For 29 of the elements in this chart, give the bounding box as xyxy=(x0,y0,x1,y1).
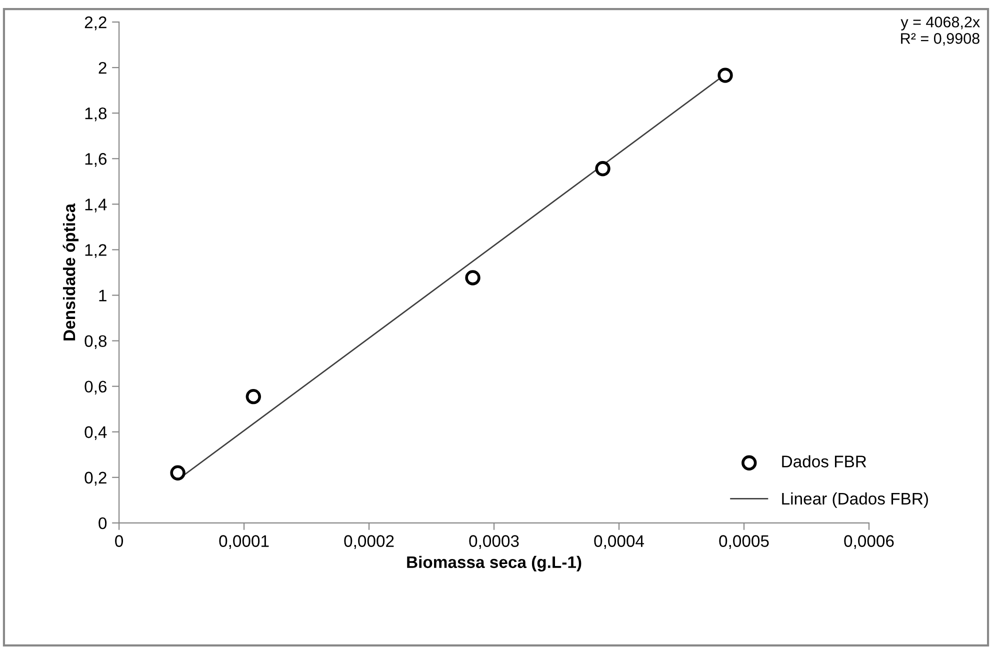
x-tick-label: 0,0002 xyxy=(344,535,394,549)
x-tick-label: 0,0006 xyxy=(844,535,894,549)
legend-label: Linear (Dados FBR) xyxy=(782,492,928,508)
point xyxy=(718,68,733,83)
y-tick-label: 2 xyxy=(98,62,106,74)
y-tick-label: 0,8 xyxy=(84,335,107,349)
legend-label: Dados FBR xyxy=(782,455,866,468)
y-tick-label: 0 xyxy=(98,517,107,530)
text: y = 4068,2x R² = 0,9908 xyxy=(900,16,980,46)
x-tick-label: 0,0003 xyxy=(469,535,519,549)
y-tick-label: 1,4 xyxy=(85,198,107,212)
y-tick-label: 0,6 xyxy=(84,380,107,394)
y-tick-label: 2,2 xyxy=(84,16,106,30)
y-tick-label: 1,8 xyxy=(85,108,107,122)
x-tick-label: 0,0004 xyxy=(594,535,644,549)
y-tick-label: 0,4 xyxy=(84,426,107,440)
point xyxy=(246,388,262,404)
y-axis-title: Densidade óptica xyxy=(62,203,79,340)
point xyxy=(170,465,186,480)
point xyxy=(595,161,610,176)
y-tick-label: 1,2 xyxy=(85,244,106,258)
y-tick-label: 0,2 xyxy=(84,472,106,486)
point xyxy=(465,270,480,286)
x-axis-title: Biomassa seca (g.L-1) xyxy=(407,556,582,572)
x-tick-label: 0,0001 xyxy=(219,535,269,549)
x-tick-label: 0,0005 xyxy=(719,535,769,549)
x-tick-label: 0 xyxy=(115,535,124,547)
y-tick-label: 1 xyxy=(99,290,106,302)
y-tick-label: 1,6 xyxy=(85,153,107,167)
